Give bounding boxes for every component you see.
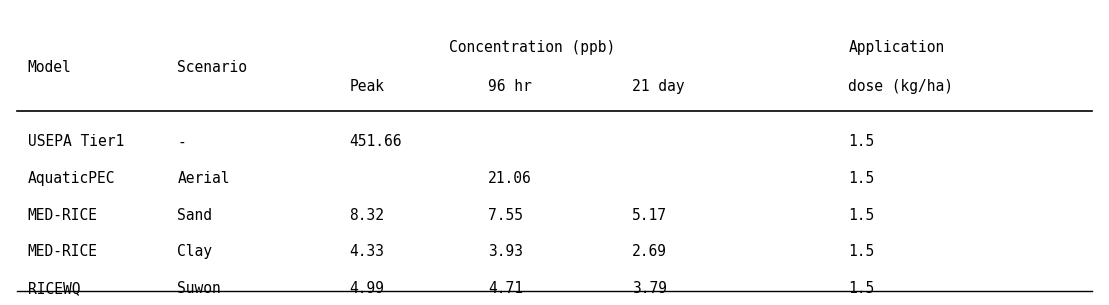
- Text: Sand: Sand: [177, 207, 213, 223]
- Text: 451.66: 451.66: [349, 134, 401, 149]
- Text: MED-RICE: MED-RICE: [28, 207, 98, 223]
- Text: USEPA Tier1: USEPA Tier1: [28, 134, 124, 149]
- Text: MED-RICE: MED-RICE: [28, 244, 98, 259]
- Text: 96 hr: 96 hr: [488, 79, 531, 95]
- Text: 5.17: 5.17: [632, 207, 668, 223]
- Text: RICEWQ: RICEWQ: [28, 281, 80, 296]
- Text: 3.79: 3.79: [632, 281, 668, 296]
- Text: 21.06: 21.06: [488, 171, 531, 186]
- Text: 1.5: 1.5: [848, 207, 875, 223]
- Text: Clay: Clay: [177, 244, 213, 259]
- Text: 1.5: 1.5: [848, 281, 875, 296]
- Text: 1.5: 1.5: [848, 134, 875, 149]
- Text: Aerial: Aerial: [177, 171, 230, 186]
- Text: Scenario: Scenario: [177, 59, 247, 75]
- Text: 21 day: 21 day: [632, 79, 684, 95]
- Text: dose (kg/ha): dose (kg/ha): [848, 79, 954, 95]
- Text: -: -: [177, 134, 186, 149]
- Text: AquaticPEC: AquaticPEC: [28, 171, 115, 186]
- Text: 1.5: 1.5: [848, 244, 875, 259]
- Text: 4.71: 4.71: [488, 281, 523, 296]
- Text: Concentration (ppb): Concentration (ppb): [449, 40, 615, 55]
- Text: 4.33: 4.33: [349, 244, 385, 259]
- Text: Suwon: Suwon: [177, 281, 221, 296]
- Text: 4.99: 4.99: [349, 281, 385, 296]
- Text: 2.69: 2.69: [632, 244, 668, 259]
- Text: 3.93: 3.93: [488, 244, 523, 259]
- Text: Application: Application: [848, 40, 945, 55]
- Text: 8.32: 8.32: [349, 207, 385, 223]
- Text: Model: Model: [28, 59, 71, 75]
- Text: 1.5: 1.5: [848, 171, 875, 186]
- Text: Peak: Peak: [349, 79, 385, 95]
- Text: 7.55: 7.55: [488, 207, 523, 223]
